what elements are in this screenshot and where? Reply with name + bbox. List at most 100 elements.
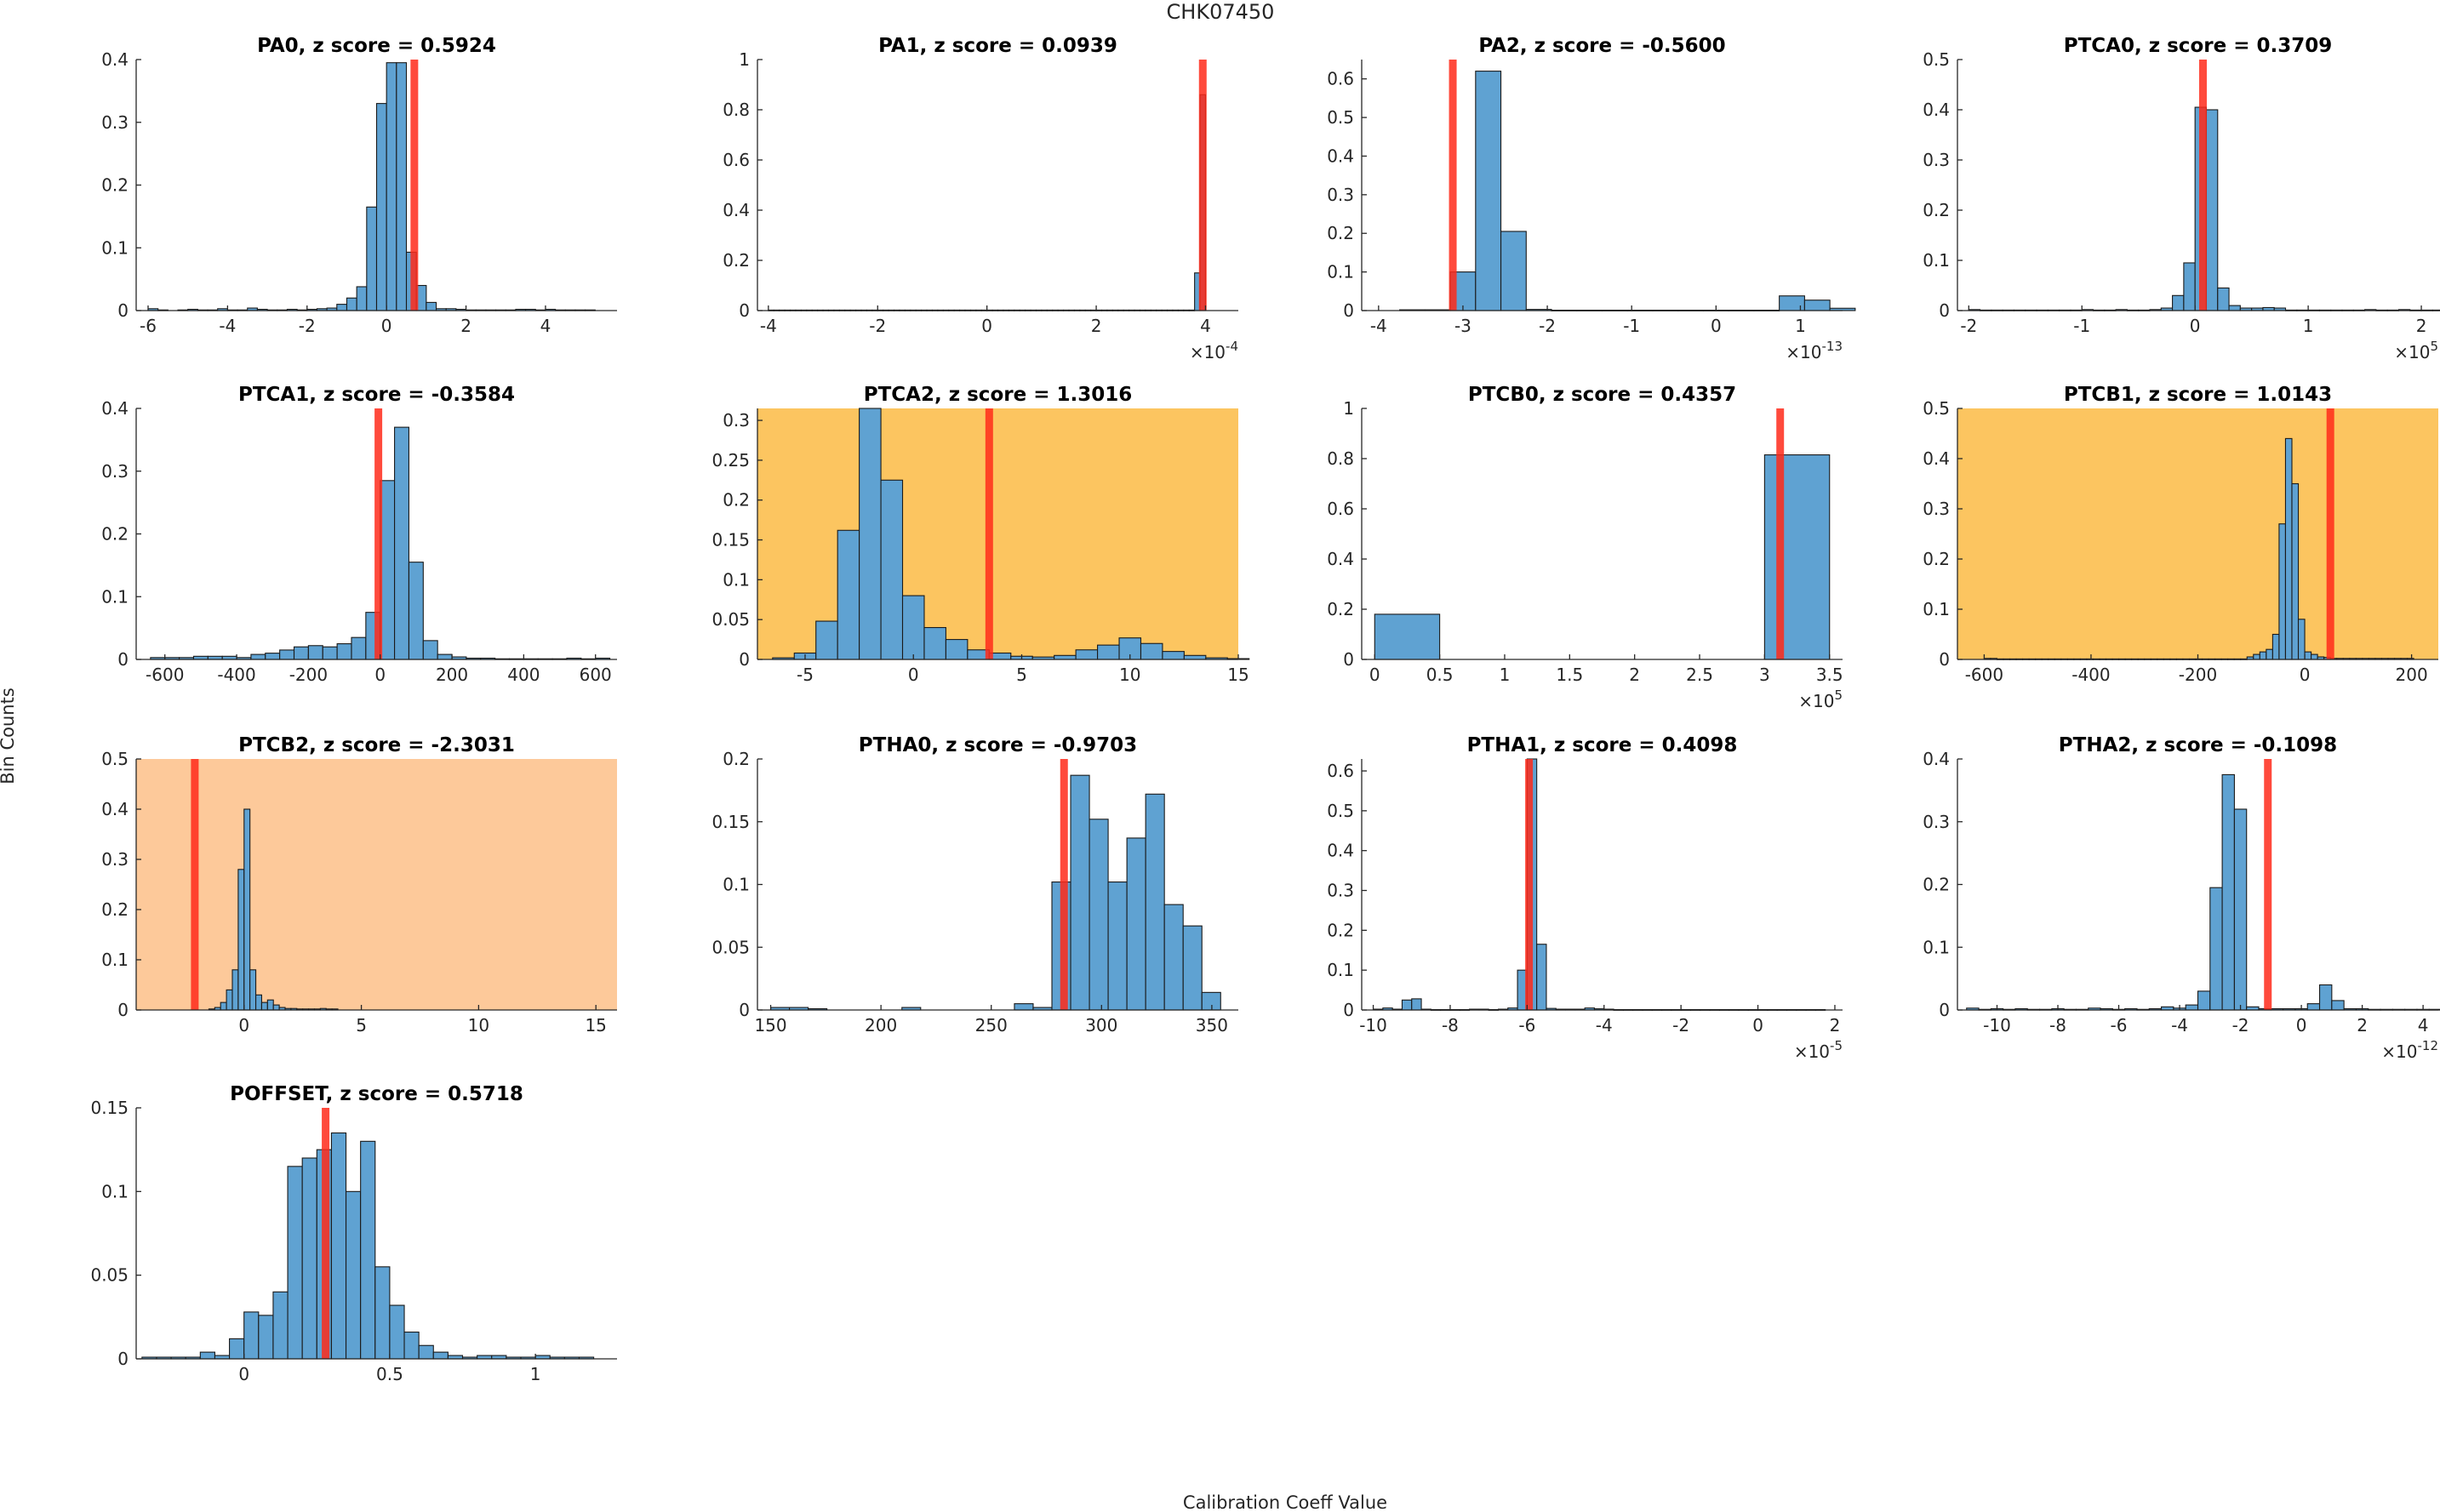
x-tick-label: -4 bbox=[2171, 1015, 2188, 1036]
y-tick-label: 0 bbox=[1939, 649, 1950, 670]
y-tick-label: 0.1 bbox=[723, 569, 750, 590]
histogram-bar bbox=[396, 62, 408, 311]
x-tick-label: 2 bbox=[2357, 1015, 2368, 1036]
x-tick-label: -4 bbox=[219, 316, 236, 336]
calibration-value-marker bbox=[1198, 60, 1207, 311]
x-axis-exponent: ×10-13 bbox=[1786, 339, 1843, 362]
y-tick-label: 0.8 bbox=[723, 100, 750, 120]
x-tick-label: 2 bbox=[1629, 665, 1640, 685]
histogram-bar bbox=[1070, 774, 1090, 1011]
x-tick-label: -2 bbox=[1539, 316, 1556, 336]
y-tick-label: 0.4 bbox=[1923, 100, 1950, 120]
histogram-bar bbox=[859, 408, 882, 660]
subplot-title: PTHA2, z score = -0.1098 bbox=[2059, 734, 2337, 756]
x-tick-label: -6 bbox=[2111, 1015, 2128, 1036]
y-tick-label: 0.1 bbox=[1327, 262, 1354, 282]
x-tick-label: 0 bbox=[238, 1015, 249, 1036]
x-tick-label: -2 bbox=[299, 316, 316, 336]
subplot-title: PTCB1, z score = 1.0143 bbox=[2064, 384, 2332, 406]
histogram-bar bbox=[199, 1351, 216, 1360]
histogram-bar bbox=[255, 994, 263, 1011]
y-tick-label: 0.5 bbox=[101, 749, 129, 769]
y-tick-label: 0.3 bbox=[1923, 499, 1950, 519]
histogram-bar bbox=[322, 646, 338, 660]
x-tick-label: 4 bbox=[2418, 1015, 2429, 1036]
histogram-bar bbox=[360, 1140, 376, 1360]
histogram-bar bbox=[293, 646, 309, 660]
x-tick-label: -2 bbox=[1672, 1015, 1689, 1036]
x-tick-label: 0 bbox=[2296, 1015, 2307, 1036]
x-tick-label: -1 bbox=[1623, 316, 1640, 336]
histogram-bar bbox=[2185, 1004, 2199, 1011]
x-tick-label: 1 bbox=[1500, 665, 1511, 685]
calibration-value-marker bbox=[322, 1108, 330, 1359]
subplot-ptcb1: PTCB1, z score = 1.0143 -600 -400 -200 0 200 0… bbox=[1923, 384, 2438, 685]
y-tick-label: 0.2 bbox=[1327, 599, 1354, 619]
y-tick-label: 1 bbox=[739, 49, 750, 70]
exponent-power: -4 bbox=[1226, 339, 1238, 354]
y-tick-label: 0 bbox=[739, 300, 750, 321]
histogram-bar bbox=[2205, 109, 2219, 311]
subplot-title: PA1, z score = 0.0939 bbox=[878, 35, 1117, 57]
x-tick-label: 15 bbox=[1227, 665, 1249, 685]
y-tick-label: 0.1 bbox=[1327, 960, 1354, 980]
x-tick-label: 0 bbox=[908, 665, 919, 685]
y-tick-label: 0.4 bbox=[101, 49, 129, 70]
y-tick-label: 0.1 bbox=[1923, 599, 1950, 619]
x-tick-label: 400 bbox=[507, 665, 540, 685]
histogram-bar bbox=[2259, 651, 2267, 660]
calibration-value-marker bbox=[1525, 759, 1534, 1010]
y-tick-label: 0 bbox=[739, 649, 750, 670]
y-tick-label: 0.2 bbox=[101, 175, 129, 196]
x-tick-label: -3 bbox=[1454, 316, 1471, 336]
histogram-bar bbox=[815, 620, 838, 660]
histogram-bar bbox=[2233, 808, 2248, 1011]
y-tick-label: 0.15 bbox=[711, 530, 750, 551]
subplot-title: PTCB2, z score = -2.3031 bbox=[238, 734, 515, 756]
x-tick-label: -10 bbox=[1983, 1015, 2011, 1036]
histogram-bar bbox=[2304, 651, 2312, 660]
histogram-bar bbox=[880, 479, 904, 660]
x-tick-label: -4 bbox=[1370, 316, 1387, 336]
histogram-bar bbox=[2271, 633, 2280, 660]
y-tick-label: 0.3 bbox=[101, 461, 129, 482]
x-tick-label: 2 bbox=[1091, 316, 1102, 336]
y-tick-label: 0.4 bbox=[1327, 841, 1354, 861]
histogram-bar bbox=[2311, 653, 2318, 660]
y-tick-label: 0.3 bbox=[1327, 881, 1354, 901]
x-tick-label: 0 bbox=[238, 1364, 249, 1384]
x-tick-label: 1 bbox=[1795, 316, 1806, 336]
subplot-ptcb0: PTCB0, z score = 0.4357 0 0.5 1 1.5 2 2.5 3 3.5 0… bbox=[1327, 384, 1843, 711]
x-tick-label: -4 bbox=[760, 316, 777, 336]
exponent-base: ×10 bbox=[2381, 1041, 2417, 1062]
x-tick-label: 10 bbox=[468, 1015, 489, 1036]
figure-ylabel: Bin Counts bbox=[0, 688, 18, 785]
subplot-ptha0: PTHA0, z score = -0.9703 150 200 250 300 350 0… bbox=[711, 734, 1238, 1036]
histogram-bar bbox=[1097, 644, 1120, 660]
x-tick-label: 200 bbox=[2396, 665, 2428, 685]
exponent-base: ×10 bbox=[1786, 342, 1821, 362]
subplot-title: PA2, z score = -0.5600 bbox=[1478, 35, 1725, 57]
y-tick-label: 0.1 bbox=[101, 237, 129, 258]
figure-title: CHK07450 bbox=[1167, 0, 1275, 24]
x-tick-label: -2 bbox=[2232, 1015, 2249, 1036]
histogram-bar bbox=[220, 1001, 227, 1011]
exponent-power: 5 bbox=[2430, 339, 2438, 354]
x-axis-exponent: ×10-4 bbox=[1190, 339, 1238, 362]
histogram-bar bbox=[374, 1266, 391, 1360]
y-tick-label: 0.4 bbox=[723, 200, 750, 220]
subplot-pa0: PA0, z score = 0.5924 -6 -4 -2 0 2 4 0 0.1 0.2 0.3… bbox=[101, 35, 617, 336]
exponent-power: -13 bbox=[1822, 339, 1843, 354]
histogram-bar bbox=[2278, 523, 2287, 660]
x-tick-label: -2 bbox=[869, 316, 886, 336]
histogram-bar bbox=[2228, 305, 2241, 311]
histogram-bar bbox=[272, 1004, 280, 1011]
histogram-bar bbox=[1126, 837, 1146, 1011]
subplot-poffset: POFFSET, z score = 0.5718 0 0.5 1 0 0.05 0.1 0.… bbox=[90, 1083, 617, 1384]
histogram-bar bbox=[2253, 653, 2260, 660]
histogram-bar bbox=[2217, 287, 2230, 311]
histogram-bar bbox=[418, 1344, 434, 1360]
histogram-bar bbox=[408, 562, 424, 660]
y-tick-label: 0.15 bbox=[711, 812, 750, 832]
x-tick-label: -6 bbox=[140, 316, 157, 336]
